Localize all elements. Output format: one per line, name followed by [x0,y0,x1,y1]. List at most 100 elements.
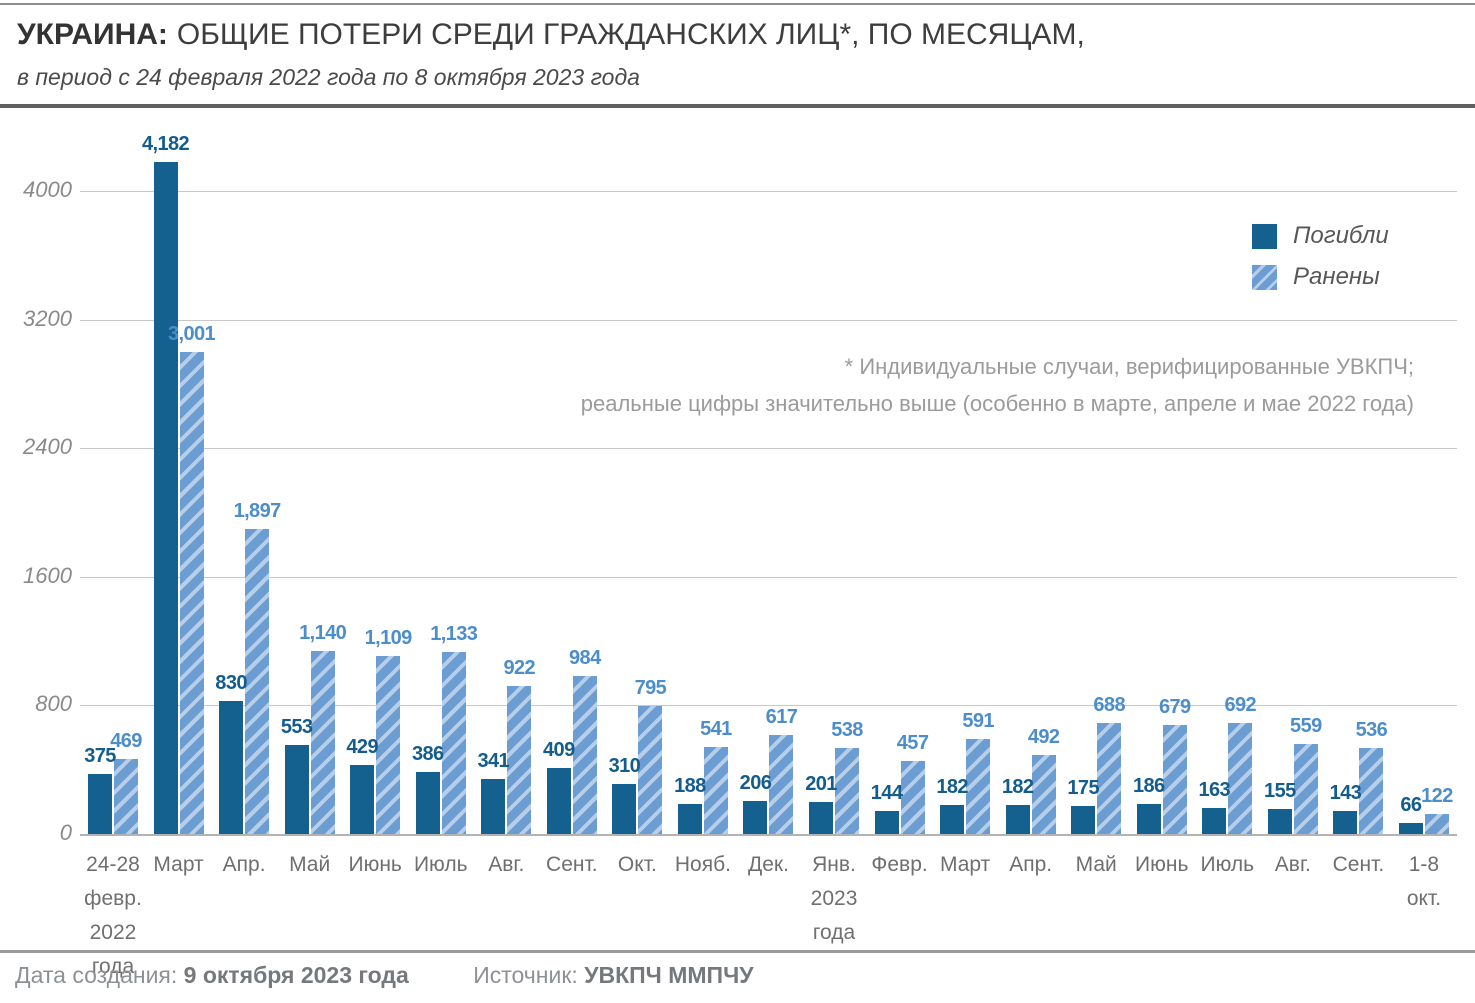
killed-bar [874,811,899,834]
killed-bar [940,805,965,834]
legend-wounded-label: Ранены [1293,263,1380,290]
gridline-2400 [80,448,1457,449]
bar-group: 66 122 1-8 окт. [1398,134,1453,910]
killed-bar [153,162,178,834]
killed-bar [481,779,506,834]
bar-chart: 375 469 24-28 февр. 2022 года 4,182 3,001 Мар… [80,133,1457,978]
killed-swatch-icon [1252,223,1277,249]
killed-bar [1398,823,1423,834]
x-tick-label: 24-28 февр. 2022 года [84,853,142,979]
wounded-bar [507,686,532,834]
footer: Дата создания: 9 октября 2023 года Источ… [15,962,754,989]
wounded-bar [1359,748,1384,834]
wounded-value-label: 457 [896,732,929,754]
killed-value-label: 66 [1400,794,1422,816]
killed-bar [350,765,375,834]
killed-bar [612,784,637,834]
wounded-bar [310,651,335,834]
killed-bar [546,768,571,834]
killed-bar [1202,808,1227,834]
wounded-bar [376,656,401,834]
x-tick-label: Июнь [348,853,402,876]
wounded-bar [572,676,597,834]
header-divider [0,104,1475,108]
bar-group: 386 1,133 Июль [412,134,478,876]
killed-bar [1267,809,1292,834]
wounded-value-label: 795 [634,677,667,699]
wounded-value-label: 536 [1355,719,1388,741]
wounded-value-label: 617 [765,706,798,728]
wounded-bar [245,529,270,834]
killed-bar [1071,806,1096,834]
title-text: ОБЩИЕ ПОТЕРИ СРЕДИ ГРАЖДАНСКИХ ЛИЦ*, ПО … [176,18,1085,51]
bar-group: 175 688 Май [1067,134,1125,876]
wounded-bar [114,759,138,834]
x-tick-label: Янв. 2023 года [810,853,858,945]
footer-divider [0,950,1475,953]
bar-group: 155 559 Авг. [1264,134,1322,876]
wounded-bar [1031,755,1056,834]
bar-group: 206 617 Дек. [739,134,798,876]
killed-value-label: 182 [936,776,968,798]
gridline-4000 [80,191,1457,192]
y-tick-label: 800 [35,691,72,716]
x-tick-label: Июль [413,853,468,876]
bar-group: 429 1,109 Июнь [346,134,412,876]
wounded-bar [1097,723,1122,834]
x-tick-label: Нояб. [674,853,731,876]
wounded-value-label: 1,133 [430,623,478,645]
bar-group: 143 536 Сент. [1329,134,1388,876]
killed-bar [809,802,834,834]
killed-bar [88,774,112,834]
wounded-value-label: 559 [1290,715,1322,737]
killed-value-label: 341 [477,750,510,772]
wounded-bar [835,748,860,834]
killed-value-label: 206 [739,772,772,794]
wounded-bar [1162,725,1187,834]
killed-value-label: 186 [1132,775,1165,797]
wounded-bar [1424,814,1449,834]
gridline-1600 [80,577,1457,578]
bar-group: 4,182 3,001 Март [142,133,216,876]
x-tick-label: Окт. [617,853,657,876]
wounded-bar [179,352,204,834]
wounded-bar [900,761,925,834]
killed-value-label: 201 [805,773,837,795]
wounded-value-label: 692 [1224,694,1257,716]
wounded-value-label: 688 [1093,694,1125,716]
title-country: УКРАИНА: [17,18,168,51]
footnote-line-2: реальные цифры значительно выше (особенн… [580,391,1414,417]
bar-group: 201 538 Янв. 2023 года [805,134,863,944]
x-tick-label: Февр. [871,853,928,876]
bar-group: 182 591 Март [936,134,994,876]
x-tick-label: Март [939,853,991,876]
killed-bar [219,701,244,834]
killed-bar [1333,811,1358,834]
bar-group: 341 922 Авг. [477,134,535,876]
killed-value-label: 143 [1329,782,1362,804]
top-divider [0,3,1475,5]
y-tick-label: 2400 [23,434,72,459]
legend-killed-label: Погибли [1293,222,1389,249]
killed-value-label: 553 [280,716,313,738]
wounded-bar [441,652,466,834]
bar-group: 310 795 Окт. [608,134,667,876]
footnote-annotation: * Индивидуальные случаи, верифицированны… [581,348,1414,423]
killed-value-label: 144 [870,782,903,804]
creation-date-value: 9 октября 2023 года [183,962,409,988]
killed-bar [1136,804,1161,834]
bar-group: 182 492 Апр. [1002,134,1060,876]
bar-group: 375 469 24-28 февр. 2022 года [84,134,142,978]
bar-group: 188 541 Нояб. [674,134,732,876]
wounded-value-label: 1,140 [299,622,347,644]
wounded-value-label: 984 [569,647,601,669]
killed-value-label: 310 [608,755,641,777]
wounded-value-label: 591 [962,710,994,732]
wounded-swatch-icon [1252,264,1277,290]
x-tick-label: Май [1075,853,1117,876]
killed-value-label: 830 [215,672,247,694]
x-tick-label: Апр. [222,853,266,876]
killed-bar [743,801,768,834]
killed-value-label: 4,182 [142,133,190,155]
